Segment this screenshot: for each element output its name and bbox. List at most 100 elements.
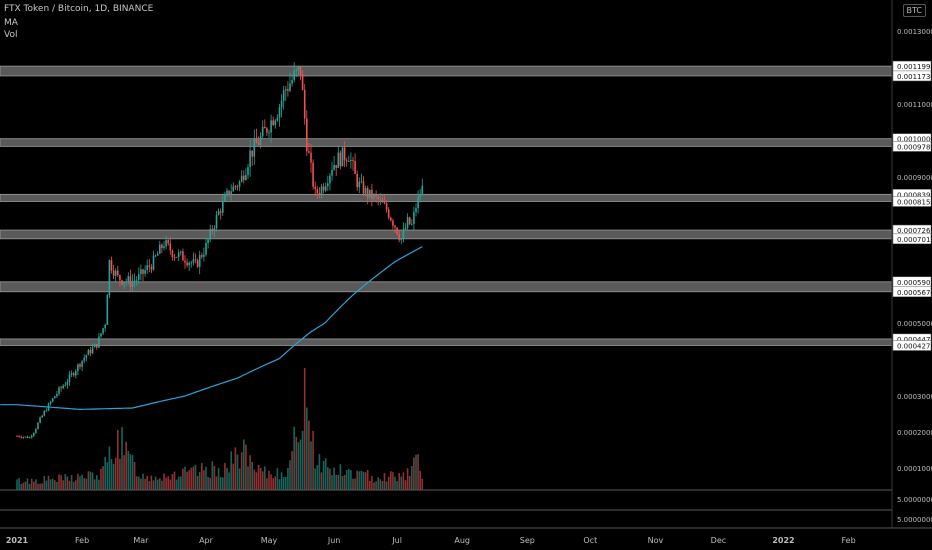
- volume-bar: [343, 474, 346, 490]
- volume-bar: [219, 477, 222, 490]
- candle-body: [215, 214, 218, 229]
- price-label: 0.00100000: [897, 136, 932, 144]
- candle-body: [28, 437, 31, 439]
- candle-body: [280, 100, 283, 108]
- volume-bar: [224, 462, 226, 490]
- volume-bar: [54, 480, 56, 490]
- candle-body: [156, 253, 159, 256]
- candle-body: [295, 69, 298, 71]
- candle-body: [341, 147, 344, 167]
- volume-bar: [148, 481, 151, 490]
- price-label: 0.00097890: [897, 143, 932, 151]
- volume-bar: [417, 454, 419, 490]
- currency-badge[interactable]: BTC: [902, 4, 926, 17]
- candle-body: [268, 132, 270, 134]
- candle-body: [100, 333, 102, 337]
- volume-bar: [70, 475, 73, 490]
- volume-bar: [173, 471, 176, 490]
- candle-body: [201, 255, 203, 257]
- volume-bar: [387, 476, 390, 490]
- candle-body: [352, 160, 354, 161]
- candle-body: [205, 243, 207, 255]
- volume-bar: [167, 476, 169, 490]
- volume-axis: 5.00000000 5.00000000: [897, 496, 932, 524]
- time-tick-label: 2022: [772, 536, 794, 545]
- volume-bar: [125, 441, 127, 490]
- candle-body: [234, 186, 237, 188]
- support-resistance-zones: [0, 65, 893, 346]
- candle-body: [83, 357, 85, 361]
- candle-body: [249, 150, 251, 168]
- candle-body: [394, 225, 396, 228]
- candle-body: [175, 256, 178, 258]
- zone-band: [0, 229, 893, 240]
- volume-bar: [402, 472, 405, 490]
- candle-body: [360, 181, 363, 183]
- candle-body: [129, 276, 132, 287]
- candle-body: [165, 240, 167, 247]
- candle-body: [266, 128, 268, 133]
- candle-body: [366, 188, 369, 198]
- volume-bar: [247, 466, 249, 490]
- price-tick-label: 0.00130000: [897, 28, 932, 36]
- volume-bar: [154, 476, 157, 490]
- candle-body: [232, 186, 235, 192]
- candle-body: [383, 202, 386, 204]
- volume-bar: [171, 474, 174, 490]
- candle-body: [408, 217, 411, 225]
- candle-body: [70, 373, 73, 375]
- volume-bar: [358, 471, 361, 490]
- volume-bar: [324, 458, 327, 490]
- candle-body: [236, 186, 239, 188]
- volume-bar: [87, 471, 90, 490]
- volume-bar: [165, 477, 167, 490]
- candle-body: [224, 195, 226, 201]
- volume-bar: [278, 479, 281, 490]
- volume-bar: [146, 475, 148, 490]
- candle-body: [276, 117, 279, 121]
- volume-bar: [285, 476, 287, 490]
- candle-body: [22, 436, 25, 438]
- candle-body: [117, 270, 119, 276]
- candle-body: [375, 194, 377, 197]
- price-axis[interactable]: 0.00130000 0.00110000 0.00090000 0.00050000…: [897, 28, 932, 473]
- candle-body: [240, 175, 243, 182]
- volume-bar: [184, 466, 186, 490]
- volume-bar: [318, 454, 321, 490]
- candle-body: [419, 195, 421, 198]
- candle-body: [152, 255, 155, 270]
- price-label-box: [892, 233, 932, 245]
- price-label: 0.00072690: [897, 227, 932, 235]
- volume-bar: [144, 478, 146, 490]
- candle-body: [230, 191, 232, 195]
- time-axis[interactable]: 2021 Feb Mar Apr May Jun Jul Aug Sep Oct Nov Dec 202…: [6, 536, 856, 545]
- volume-bar: [127, 451, 130, 490]
- candle-body: [173, 256, 176, 258]
- volume-bar: [293, 426, 295, 490]
- volume-bar: [108, 446, 111, 490]
- price-tick-label: 0.00030000: [897, 393, 932, 401]
- volume-bar: [272, 478, 274, 490]
- volume-bar: [232, 463, 235, 490]
- candle-body: [123, 282, 125, 285]
- time-tick-label: 2021: [6, 536, 29, 545]
- candle-body: [104, 324, 106, 329]
- candle-body: [377, 196, 379, 200]
- price-label: 0.00056700: [897, 289, 932, 297]
- candle-body: [18, 436, 20, 437]
- indicator-ma-label[interactable]: MA: [4, 18, 18, 28]
- volume-bar: [354, 478, 356, 490]
- candle-body: [213, 228, 216, 232]
- candle-body: [335, 165, 337, 168]
- volume-bar: [419, 470, 421, 490]
- volume-bar: [93, 479, 96, 490]
- volume-bar: [322, 461, 325, 490]
- candle-body: [327, 183, 329, 187]
- volume-bar: [142, 473, 144, 490]
- candle-body: [272, 120, 274, 126]
- volume-bar: [373, 482, 375, 490]
- volume-bar: [22, 482, 25, 490]
- indicator-vol-label[interactable]: Vol: [4, 30, 18, 40]
- volume-bar: [406, 468, 409, 490]
- volume-bar: [182, 468, 184, 490]
